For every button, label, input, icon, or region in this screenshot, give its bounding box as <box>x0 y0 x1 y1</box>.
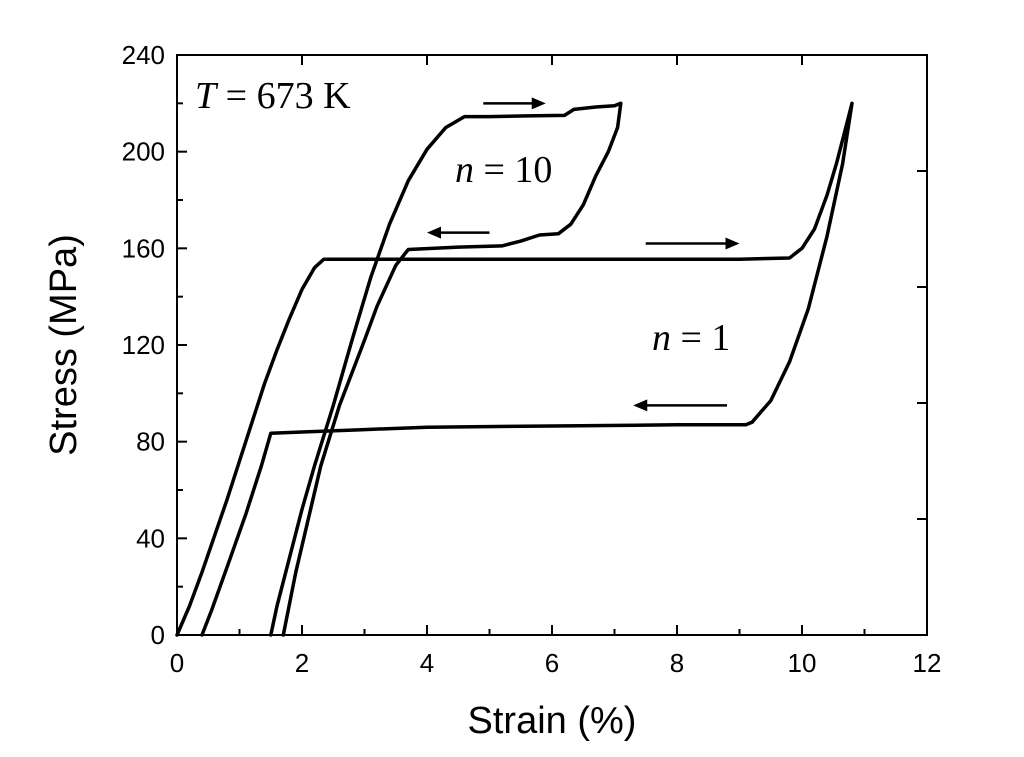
x-tick-label: 4 <box>420 648 434 678</box>
y-axis: 0 40 80 120 160 200 240 <box>122 40 927 650</box>
x-tick-label: 8 <box>670 648 684 678</box>
y-tick-label: 80 <box>136 427 165 457</box>
series-line-2 <box>269 101 623 637</box>
n10-annotation: n = 10 <box>455 149 552 191</box>
y-tick-label: 160 <box>122 233 165 263</box>
temperature-annotation: T = 673 K <box>195 75 351 117</box>
y-tick-label: 200 <box>122 137 165 167</box>
n10-symbol: n <box>455 149 474 191</box>
temperature-symbol: T <box>195 75 219 117</box>
plot-border <box>176 54 928 636</box>
x-tick-label: 0 <box>170 648 184 678</box>
y-tick-label: 120 <box>122 330 165 360</box>
arrow-head <box>633 399 648 412</box>
temperature-value: = 673 K <box>216 75 351 117</box>
n1-annotation: n = 1 <box>652 317 730 359</box>
series-layer <box>175 101 854 637</box>
y-tick-label: 40 <box>136 523 165 553</box>
n1-symbol: n <box>652 317 671 359</box>
y-tick-label: 240 <box>122 40 165 70</box>
x-tick-label: 2 <box>295 648 309 678</box>
arrow-layer <box>427 97 740 412</box>
direction-arrow-4 <box>633 399 727 412</box>
direction-arrow-1 <box>483 97 546 110</box>
x-axis: 0 2 4 6 8 10 12 <box>170 55 942 678</box>
x-tick-label: 6 <box>545 648 559 678</box>
plot-frame <box>176 54 928 636</box>
arrow-head <box>531 97 546 110</box>
direction-arrow-3 <box>645 237 740 250</box>
x-axis-title: Strain (%) <box>468 700 637 742</box>
n10-value: = 10 <box>474 149 552 191</box>
x-tick-label: 12 <box>913 648 942 678</box>
arrow-head <box>427 226 441 239</box>
arrow-head <box>725 237 740 250</box>
direction-arrow-2 <box>427 226 490 239</box>
n1-value: = 1 <box>671 317 730 359</box>
series-line-1 <box>175 101 854 637</box>
y-tick-label: 0 <box>151 620 165 650</box>
y-axis-title: Stress (MPa) <box>43 234 85 456</box>
x-tick-label: 10 <box>788 648 817 678</box>
